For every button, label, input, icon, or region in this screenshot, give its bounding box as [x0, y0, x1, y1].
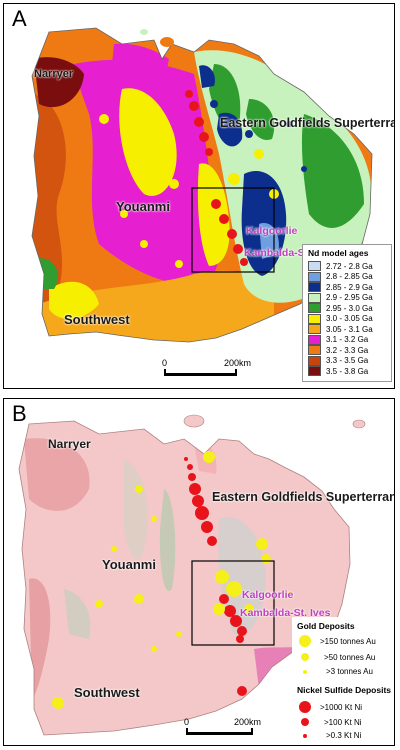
gold-item-large: >150 tonnes Au [320, 637, 376, 646]
label-eastern-goldfields-b: Eastern Goldfields Superterrane [212, 490, 395, 504]
scale-end: 200km [224, 358, 252, 368]
legend-swatch [308, 345, 321, 356]
legend-swatch [308, 282, 321, 293]
zone-2.95-3.0-mid [246, 99, 275, 140]
panel-b-deposit-map: B Narryer Youanmi Southwest Eastern Gold… [3, 398, 395, 746]
label-eastern-goldfields: Eastern Goldfields Superterrane [220, 116, 395, 130]
nickel-item-medium: >100 Kt Ni [324, 718, 362, 727]
zone-3.0-3.05-east [197, 163, 230, 266]
zone-3.0-3.05-sw [49, 281, 99, 320]
legend-swatch [308, 271, 321, 282]
legend-label: 2.72 - 2.8 Ga [326, 261, 373, 271]
label-youanmi-b: Youanmi [102, 557, 156, 572]
nickel-item-large: >1000 Kt Ni [320, 703, 363, 712]
greenstone-belt [159, 489, 176, 591]
nickel-deposits [184, 457, 247, 696]
panel-a-scale-bar: 0 200km [162, 358, 262, 382]
gold-small-dot [303, 670, 307, 674]
legend-label: 3.5 - 3.8 Ga [326, 366, 369, 376]
scale-end-b: 200km [234, 717, 262, 727]
legend-label: 2.9 - 2.95 Ga [326, 293, 373, 303]
label-kalgoorlie-b: Kalgoorlie [242, 589, 294, 601]
nickel-legend-title: Nickel Sulfide Deposits [297, 685, 391, 695]
panel-a-letter: A [12, 6, 27, 31]
label-narryer: Narryer [34, 68, 74, 80]
panel-b-scale-bar: 0 200km [184, 717, 284, 741]
legend-item: 3.3 - 3.5 Ga [308, 355, 391, 367]
legend-swatch [308, 324, 321, 335]
legend-label: 3.1 - 3.2 Ga [326, 335, 369, 345]
nickel-medium-dot [301, 718, 309, 726]
legend-item: 2.9 - 2.95 Ga [308, 292, 391, 304]
legend-swatch [308, 334, 321, 345]
legend-item: 3.1 - 3.2 Ga [308, 334, 391, 346]
label-kalgoorlie: Kalgoorlie [246, 225, 298, 237]
label-southwest-b: Southwest [74, 685, 140, 700]
legend-swatch [308, 303, 321, 314]
zone-2.85-2.9-ne [199, 65, 215, 88]
legend-item: 3.0 - 3.05 Ga [308, 313, 391, 325]
legend-label: 2.8 - 2.85 Ga [326, 272, 373, 282]
legend-item: 2.72 - 2.8 Ga [308, 261, 391, 272]
scale-start: 0 [162, 358, 168, 368]
legend-label: 3.3 - 3.5 Ga [326, 356, 369, 366]
legend-label: 3.05 - 3.1 Ga [326, 324, 373, 334]
gold-medium-dot [301, 653, 309, 661]
geology-unit [24, 438, 90, 511]
islet [183, 414, 205, 428]
legend-title: Nd model ages [308, 248, 369, 258]
sample-dots [99, 90, 307, 268]
zone-2.95-3.0-north [209, 64, 241, 129]
zone-3.05-3.1 [39, 270, 274, 342]
zone-3.1-3.2-north [112, 43, 169, 84]
panel-a-map-svg [31, 27, 373, 343]
legend-swatch [308, 292, 321, 303]
gold-deposits [52, 451, 292, 709]
legend-item: 2.8 - 2.85 Ga [308, 271, 391, 283]
nickel-large-dot [299, 701, 311, 713]
panel-a-nd-model-age-map: A Narryer Youanmi Southwest Eastern Gold… [3, 3, 395, 389]
nickel-item-small: >0.3 Kt Ni [326, 731, 362, 740]
gold-item-small: >3 tonnes Au [326, 667, 373, 676]
islet [160, 37, 174, 47]
legend-swatch [308, 261, 321, 272]
panel-b-letter: B [12, 401, 27, 426]
legend-item: 3.5 - 3.8 Ga [308, 366, 391, 377]
legend-label: 2.95 - 3.0 Ga [326, 303, 373, 313]
islet [352, 419, 366, 429]
legend-label: 2.85 - 2.9 Ga [326, 282, 373, 292]
legend-item: 2.95 - 3.0 Ga [308, 303, 391, 314]
label-kambalda-b: Kambalda-St. Ives [240, 607, 331, 619]
nickel-small-dot [303, 734, 307, 738]
scale-start-b: 0 [184, 717, 190, 727]
legend-label: 3.2 - 3.3 Ga [326, 345, 369, 355]
nd-age-legend: Nd model ages 2.72 - 2.8 Ga 2.8 - 2.85 Ga… [302, 244, 392, 382]
label-youanmi: Youanmi [116, 199, 170, 214]
label-southwest: Southwest [64, 312, 130, 327]
islet [140, 29, 148, 35]
greenstone-belt [64, 589, 91, 639]
legend-item: 3.05 - 3.1 Ga [308, 324, 391, 335]
legend-item: 2.85 - 2.9 Ga [308, 282, 391, 293]
zone-2.95-3.0-east [301, 114, 364, 228]
label-narryer-b: Narryer [48, 437, 91, 451]
gold-legend-title: Gold Deposits [297, 621, 355, 631]
greenstone-belt [124, 459, 148, 560]
legend-label: 3.0 - 3.05 Ga [326, 314, 373, 324]
legend-swatch [308, 366, 321, 377]
legend-swatch [308, 355, 321, 366]
gold-item-medium: >50 tonnes Au [324, 653, 376, 662]
study-area-box [191, 187, 275, 273]
study-area-box-b [191, 560, 275, 646]
legend-item: 3.2 - 3.3 Ga [308, 345, 391, 356]
zone-3.5-3.8 [34, 57, 84, 108]
legend-swatch [308, 313, 321, 324]
panel-b-map-svg [18, 414, 366, 736]
deposit-legend: Gold Deposits >150 tonnes Au >50 tonnes … [292, 617, 392, 743]
gold-large-dot [299, 635, 311, 647]
zone-2.85-2.9-north [217, 112, 243, 147]
